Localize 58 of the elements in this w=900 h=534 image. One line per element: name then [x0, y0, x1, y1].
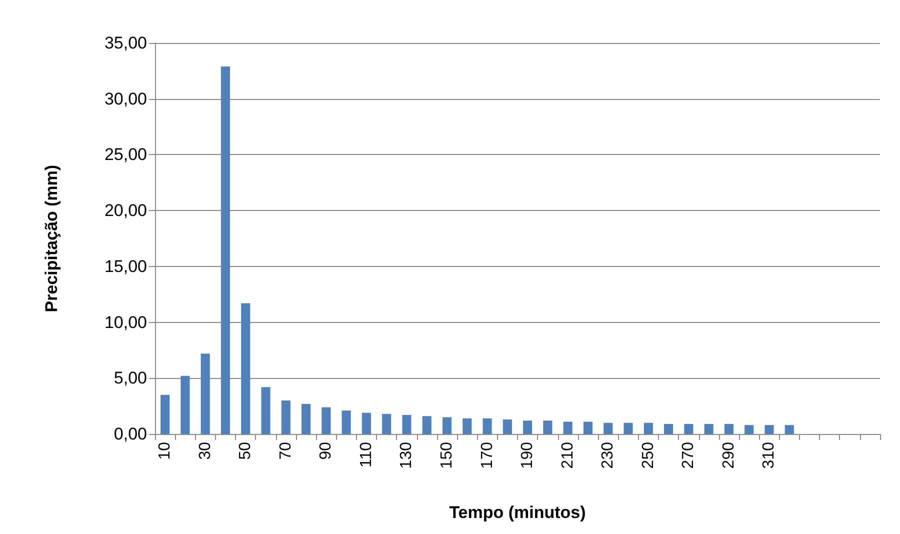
- bar: [462, 418, 472, 434]
- x-tick-label: 90: [318, 442, 335, 460]
- bar: [563, 422, 572, 434]
- x-tick-label: 190: [519, 442, 536, 469]
- x-tick-label: 250: [640, 442, 657, 469]
- bar: [442, 417, 452, 434]
- x-tick-label: 270: [680, 442, 698, 469]
- x-axis-title: Tempo (minutos): [449, 503, 586, 522]
- bar: [744, 425, 754, 434]
- x-tick-label: 170: [478, 442, 496, 469]
- bar: [724, 424, 734, 434]
- bar: [281, 400, 290, 434]
- bar: [402, 415, 412, 434]
- x-tick-label: 50: [237, 442, 254, 460]
- bar: [342, 410, 351, 434]
- x-tick-label: 130: [398, 442, 416, 469]
- bar: [543, 420, 552, 434]
- y-tick-label: 5,00: [114, 368, 147, 388]
- bar: [261, 387, 270, 434]
- y-axis-title: Precipitação (mm): [42, 164, 61, 312]
- x-tick-label: 10: [156, 442, 174, 460]
- y-tick-label: 35,00: [104, 34, 147, 52]
- bar: [302, 404, 311, 434]
- bar: [704, 424, 714, 434]
- x-tick-label: 70: [277, 442, 294, 460]
- y-tick-label: 25,00: [104, 145, 147, 164]
- x-tick-label: 310: [760, 442, 778, 469]
- bar: [784, 425, 794, 434]
- bar: [422, 416, 432, 434]
- bar: [200, 354, 210, 434]
- x-tick-label: 230: [600, 442, 617, 469]
- x-tick-label: 290: [720, 442, 738, 469]
- y-tick-label: 10,00: [104, 312, 147, 332]
- bar: [502, 419, 512, 434]
- bar: [160, 394, 170, 434]
- bar: [220, 66, 230, 434]
- bar: [322, 407, 331, 434]
- bar: [382, 414, 392, 434]
- bar: [583, 422, 593, 434]
- y-tick-label: 0,00: [114, 424, 147, 444]
- bar: [523, 420, 532, 434]
- bar: [664, 424, 674, 434]
- bar: [482, 418, 492, 434]
- y-tick-label: 30,00: [104, 89, 147, 108]
- bar: [180, 376, 190, 434]
- bar: [624, 422, 633, 434]
- bar: [604, 422, 613, 434]
- x-tick-label: 30: [196, 442, 214, 460]
- y-tick-label: 20,00: [104, 201, 147, 220]
- bar: [362, 412, 371, 434]
- x-tick-label: 150: [438, 442, 456, 469]
- bar: [644, 422, 653, 434]
- bar: [241, 303, 250, 434]
- x-tick-label: 210: [559, 442, 576, 469]
- bar: [684, 424, 694, 434]
- y-tick-label: 15,00: [104, 256, 147, 276]
- x-tick-label: 110: [358, 442, 375, 468]
- bar: [764, 425, 774, 434]
